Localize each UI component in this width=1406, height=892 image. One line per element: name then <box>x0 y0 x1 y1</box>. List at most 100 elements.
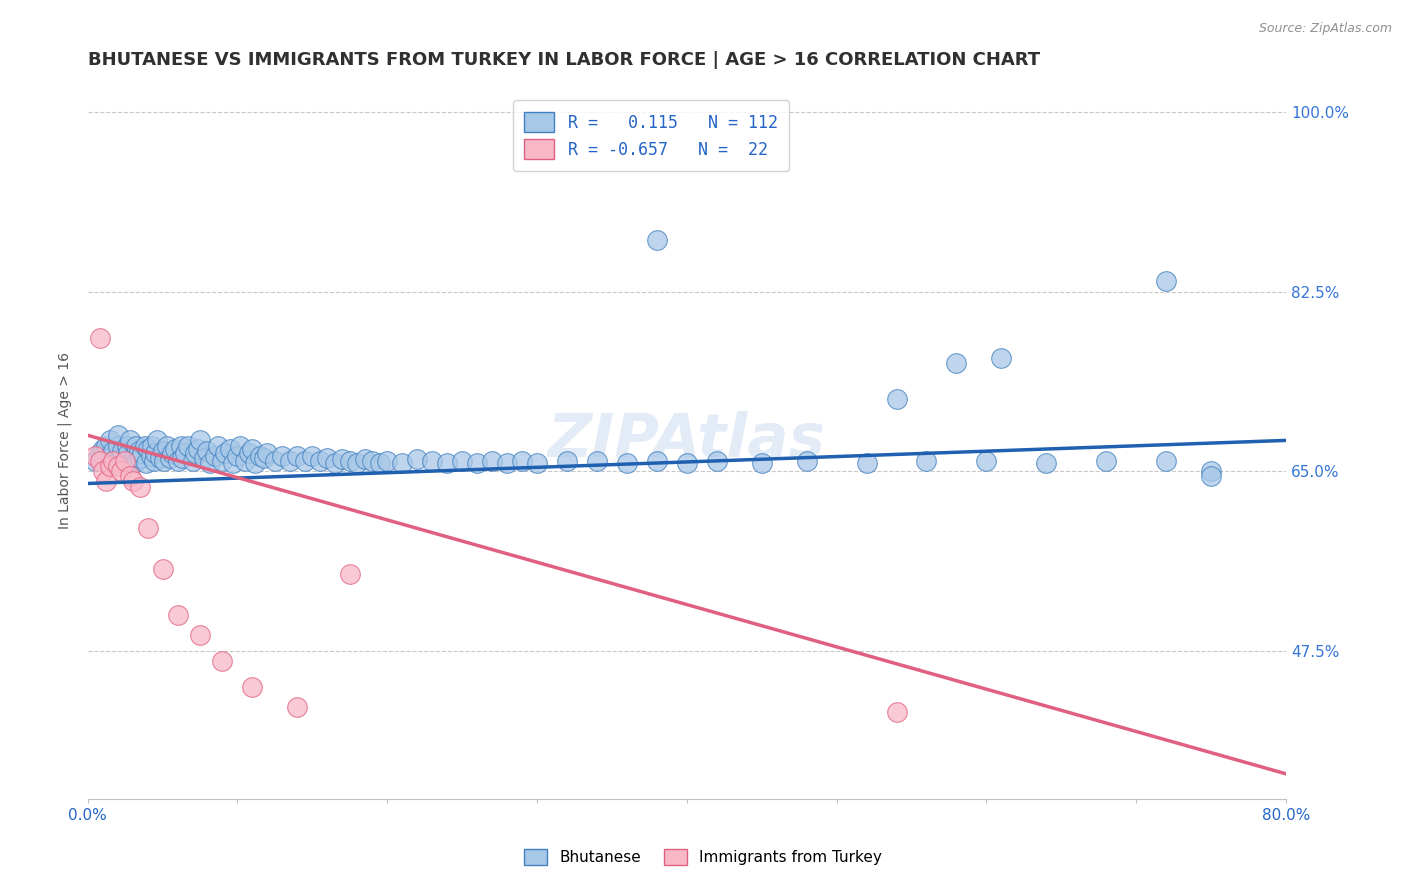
Point <box>586 454 609 468</box>
Point <box>160 446 183 460</box>
Point <box>110 464 132 478</box>
Point <box>156 438 179 452</box>
Point <box>177 438 200 452</box>
Point <box>145 434 167 448</box>
Point <box>89 446 111 460</box>
Point <box>207 438 229 452</box>
Legend: Bhutanese, Immigrants from Turkey: Bhutanese, Immigrants from Turkey <box>517 843 889 871</box>
Legend: R =   0.115   N = 112, R = -0.657   N =  22: R = 0.115 N = 112, R = -0.657 N = 22 <box>513 101 789 171</box>
Point <box>406 451 429 466</box>
Point <box>316 450 339 465</box>
Point <box>166 607 188 622</box>
Point <box>104 456 127 470</box>
Point <box>510 454 533 468</box>
Point <box>129 479 152 493</box>
Point <box>204 449 226 463</box>
Point <box>98 458 121 473</box>
Point <box>796 454 818 468</box>
Point <box>238 446 260 460</box>
Point <box>1154 454 1177 468</box>
Point <box>339 566 361 581</box>
Point <box>188 628 211 642</box>
Point <box>945 356 967 370</box>
Point <box>187 442 209 456</box>
Point <box>219 442 242 456</box>
Point <box>181 454 204 468</box>
Point <box>249 449 271 463</box>
Point <box>107 428 129 442</box>
Point <box>134 438 156 452</box>
Point <box>353 451 375 466</box>
Point <box>111 443 134 458</box>
Text: ZIPAtlas: ZIPAtlas <box>548 411 825 470</box>
Point <box>645 233 668 247</box>
Point <box>436 456 458 470</box>
Point <box>98 434 121 448</box>
Point <box>152 561 174 575</box>
Point <box>122 449 145 463</box>
Point <box>170 450 193 465</box>
Point <box>330 451 353 466</box>
Point <box>136 442 159 456</box>
Point <box>1199 464 1222 478</box>
Point <box>451 454 474 468</box>
Point <box>118 434 141 448</box>
Point <box>131 446 153 460</box>
Point <box>285 700 308 714</box>
Text: BHUTANESE VS IMMIGRANTS FROM TURKEY IN LABOR FORCE | AGE > 16 CORRELATION CHART: BHUTANESE VS IMMIGRANTS FROM TURKEY IN L… <box>87 51 1040 69</box>
Point <box>1095 454 1118 468</box>
Point <box>91 464 114 478</box>
Point <box>94 438 117 452</box>
Point <box>188 434 211 448</box>
Point <box>308 454 330 468</box>
Point <box>124 438 146 452</box>
Point <box>163 442 186 456</box>
Point <box>84 454 107 468</box>
Point <box>256 446 278 460</box>
Point <box>271 449 294 463</box>
Point <box>193 450 215 465</box>
Point <box>555 454 578 468</box>
Point <box>253 450 276 465</box>
Point <box>886 392 908 407</box>
Point <box>200 456 222 470</box>
Point <box>169 438 191 452</box>
Point <box>148 450 170 465</box>
Point <box>245 456 267 470</box>
Point <box>184 446 207 460</box>
Point <box>98 449 121 463</box>
Point <box>226 449 249 463</box>
Point <box>751 456 773 470</box>
Point <box>294 454 316 468</box>
Point <box>886 705 908 719</box>
Point <box>91 442 114 456</box>
Point <box>121 475 143 489</box>
Point <box>420 454 443 468</box>
Point <box>214 446 236 460</box>
Point <box>197 443 219 458</box>
Point <box>526 456 548 470</box>
Point <box>152 443 174 458</box>
Point <box>301 449 323 463</box>
Point <box>118 469 141 483</box>
Point <box>339 454 361 468</box>
Point <box>135 456 157 470</box>
Point <box>107 458 129 473</box>
Point <box>222 456 245 470</box>
Point <box>278 454 301 468</box>
Point <box>159 450 181 465</box>
Point <box>141 438 163 452</box>
Point <box>114 454 136 468</box>
Text: Source: ZipAtlas.com: Source: ZipAtlas.com <box>1258 22 1392 36</box>
Point <box>211 654 233 668</box>
Point <box>136 520 159 534</box>
Point <box>107 438 129 452</box>
Point <box>142 454 165 468</box>
Point <box>143 446 166 460</box>
Point <box>242 680 264 694</box>
Point <box>481 454 503 468</box>
Point <box>496 456 519 470</box>
Point <box>1154 274 1177 288</box>
Point <box>128 443 150 458</box>
Point <box>391 456 413 470</box>
